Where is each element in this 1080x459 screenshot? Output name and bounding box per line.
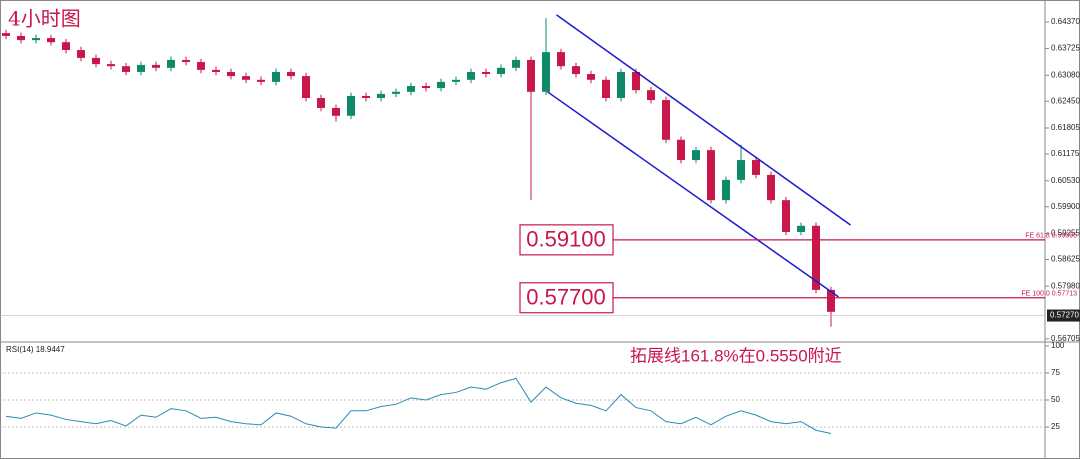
- candle-body: [527, 59, 535, 92]
- candle-body: [377, 93, 385, 99]
- candle-body: [542, 52, 550, 92]
- last-price-label: 0.57270: [1050, 311, 1079, 320]
- candle-body: [317, 98, 325, 108]
- last-price-box: [1047, 309, 1080, 322]
- candle-body: [572, 66, 580, 75]
- candle-body: [407, 86, 415, 92]
- candle-body: [242, 76, 250, 80]
- rsi-tick-label: 50: [1051, 395, 1060, 404]
- level-label: 0.57700: [526, 285, 606, 310]
- y-tick-label: 0.61175: [1051, 149, 1080, 158]
- candle-body: [512, 59, 520, 68]
- candle-body: [617, 71, 625, 99]
- candle-body: [227, 71, 235, 77]
- candle-body: [587, 74, 595, 80]
- candle-body: [182, 59, 190, 63]
- candle-body: [362, 95, 370, 99]
- level-box: [519, 224, 614, 256]
- candle-body: [662, 100, 670, 140]
- candle-body: [647, 90, 655, 101]
- candle-body: [47, 38, 55, 43]
- y-tick-label: 0.60530: [1051, 176, 1080, 185]
- candle-body: [392, 91, 400, 94]
- candle-body: [2, 33, 10, 36]
- candle-body: [422, 86, 430, 89]
- candle-body: [827, 289, 835, 312]
- candle-body: [677, 139, 685, 161]
- level-note: FE 100.0 0.57713: [1021, 291, 1077, 298]
- level-note: FE 61.8 0.59096: [1025, 233, 1077, 240]
- candle-body: [797, 225, 805, 232]
- candle-body: [107, 64, 115, 67]
- y-tick-label: 0.62450: [1051, 96, 1080, 105]
- candle-body: [152, 64, 160, 68]
- channel-line: [547, 91, 839, 298]
- candle-body: [167, 59, 175, 68]
- candle-body: [632, 71, 640, 91]
- annotation: 拓展线161.8%在0.5550附近: [630, 346, 842, 365]
- candle-body: [482, 71, 490, 75]
- candle-body: [602, 79, 610, 99]
- y-tick-label: 0.59900: [1051, 202, 1080, 211]
- candle-body: [752, 160, 760, 175]
- y-tick-label: 0.63080: [1051, 70, 1080, 79]
- candle-body: [137, 64, 145, 72]
- candle-body: [437, 81, 445, 89]
- candle-body: [782, 200, 790, 232]
- candle-body: [287, 71, 295, 77]
- channel-line: [556, 14, 851, 226]
- candle-body: [122, 66, 130, 72]
- level-box: [519, 282, 614, 314]
- candle-body: [62, 42, 70, 51]
- candle-body: [332, 107, 340, 116]
- candle-body: [347, 95, 355, 116]
- candle-body: [197, 62, 205, 70]
- candle-body: [722, 179, 730, 201]
- y-tick-label: 0.57980: [1051, 281, 1080, 290]
- candle-body: [32, 38, 40, 41]
- candle-body: [557, 52, 565, 67]
- candle-body: [17, 35, 25, 41]
- candle-body: [692, 150, 700, 161]
- candle-body: [497, 67, 505, 75]
- rsi-label: RSI(14) 18.9447: [6, 345, 65, 354]
- y-tick-label: 0.59255: [1051, 229, 1080, 238]
- rsi-tick-label: 100: [1051, 341, 1065, 350]
- rsi-tick-label: 75: [1051, 368, 1060, 377]
- rsi-tick-label: 25: [1051, 422, 1060, 431]
- y-tick-label: 0.58625: [1051, 255, 1080, 264]
- candle-body: [272, 71, 280, 82]
- level-label: 0.59100: [526, 227, 606, 252]
- y-tick-label: 0.63725: [1051, 44, 1080, 53]
- candle-body: [707, 150, 715, 201]
- candle-body: [212, 69, 220, 72]
- y-tick-label: 0.64370: [1051, 17, 1080, 26]
- candle-body: [737, 160, 745, 180]
- candle-body: [77, 50, 85, 58]
- chart-title: 4小时图: [8, 7, 81, 31]
- candle-body: [467, 71, 475, 80]
- rsi-line: [5, 377, 832, 435]
- candle-body: [812, 225, 820, 290]
- y-tick-label: 0.61805: [1051, 123, 1080, 132]
- y-tick-label: 0.56705: [1051, 334, 1080, 343]
- candle-body: [767, 174, 775, 201]
- candle-body: [302, 76, 310, 99]
- candle-body: [452, 79, 460, 82]
- candle-body: [257, 79, 265, 82]
- candle-body: [92, 57, 100, 65]
